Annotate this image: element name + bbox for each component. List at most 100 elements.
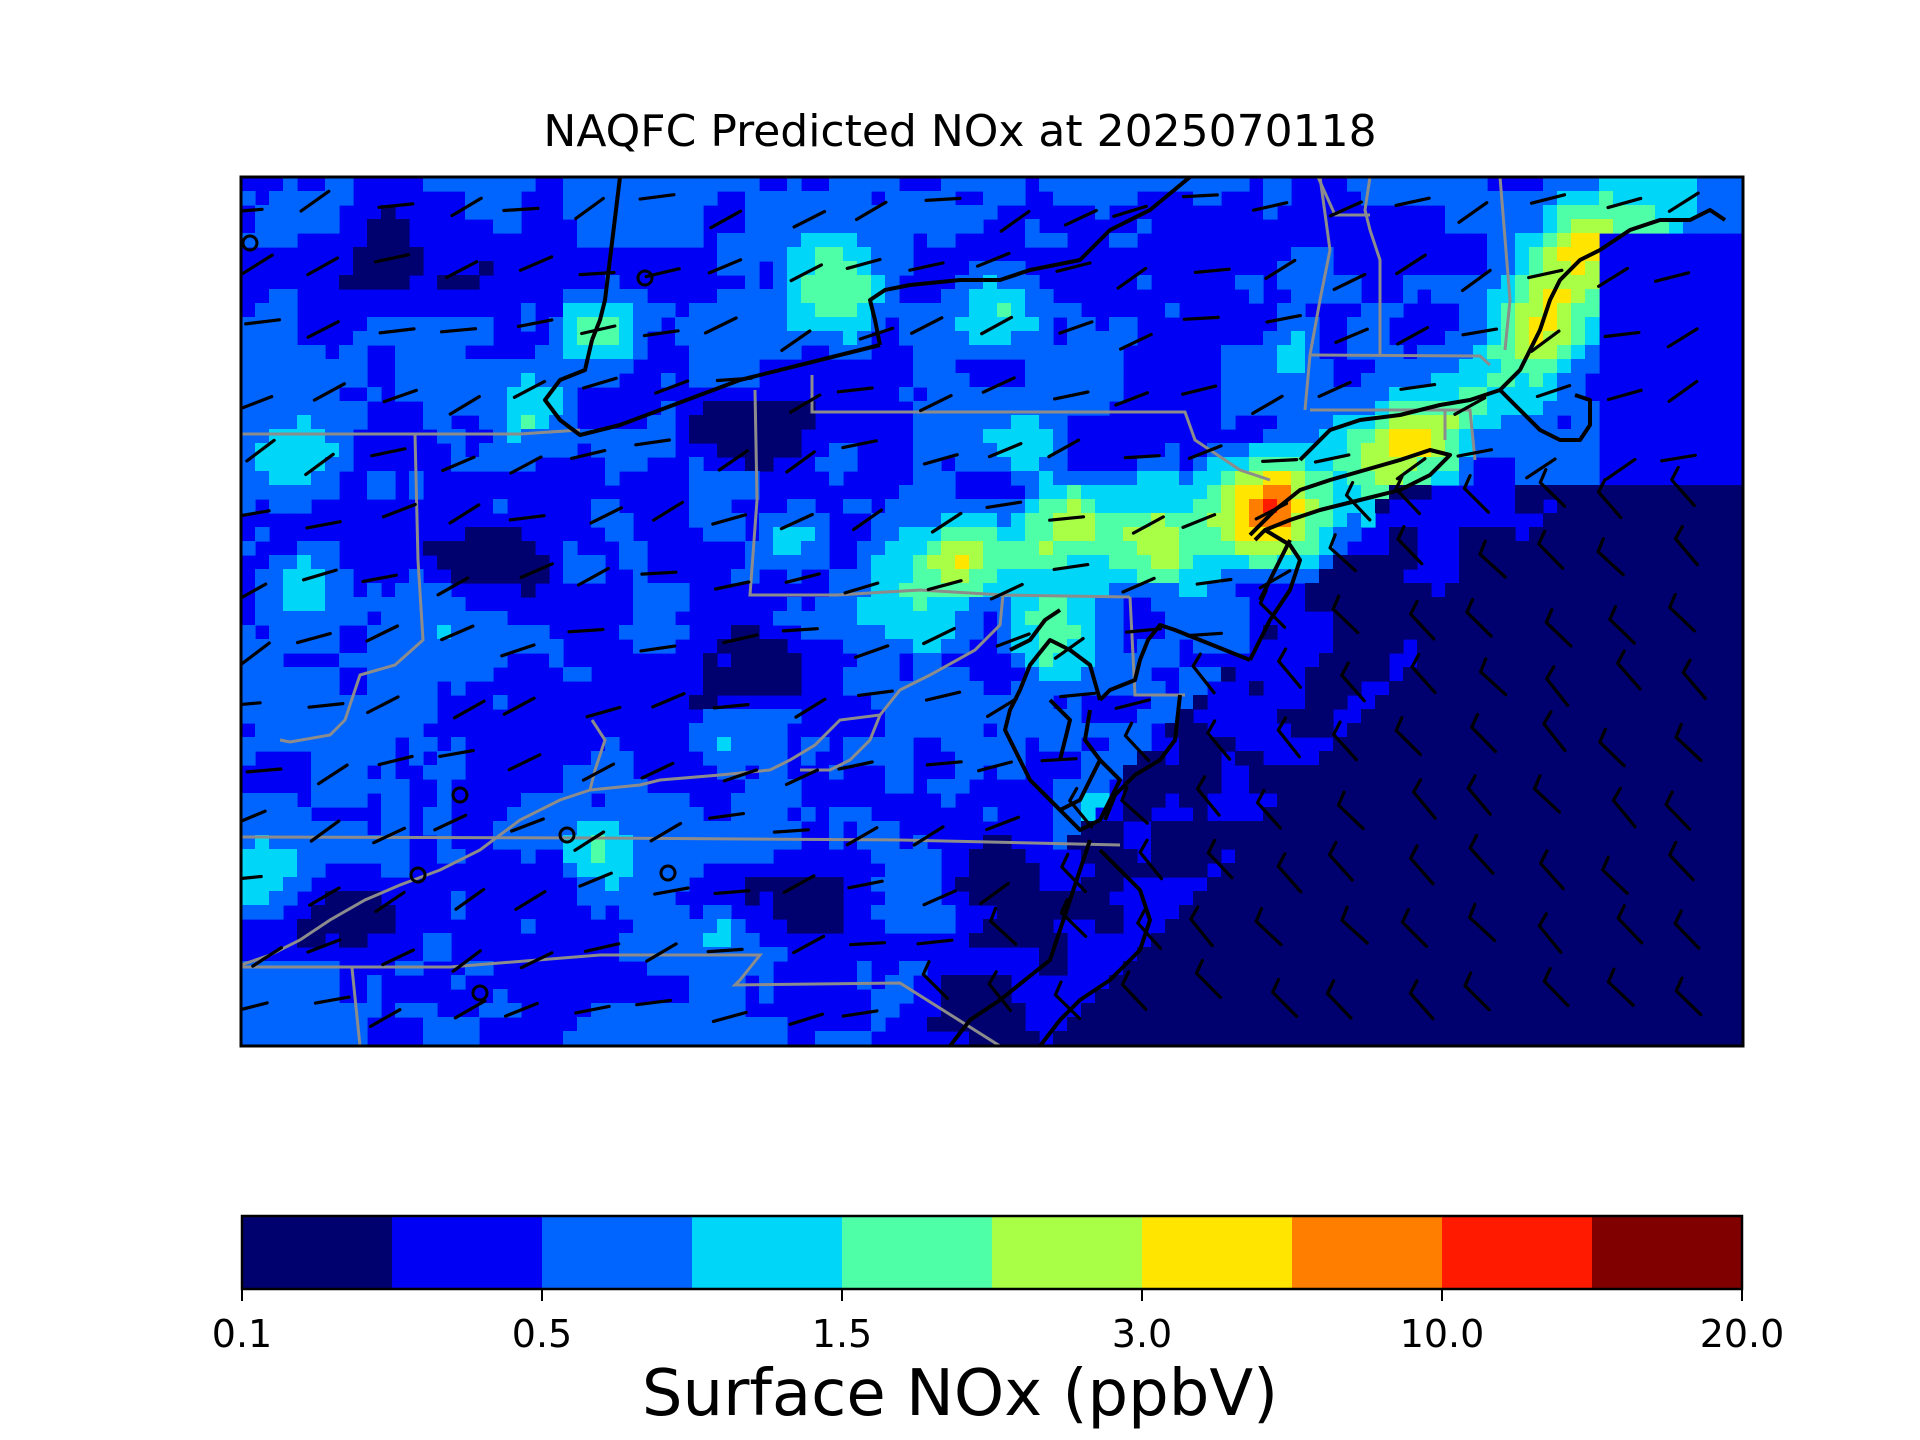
nox-cell xyxy=(255,233,270,248)
nox-cell xyxy=(1347,289,1362,304)
nox-cell xyxy=(1487,359,1502,374)
nox-cell xyxy=(745,261,760,276)
nox-cell xyxy=(367,219,382,234)
nox-cell xyxy=(941,331,956,346)
nox-cell xyxy=(1585,317,1600,332)
nox-cell xyxy=(1557,303,1572,318)
nox-cell xyxy=(801,247,816,262)
nox-cell xyxy=(801,191,816,206)
nox-cell xyxy=(1529,303,1544,318)
nox-cell xyxy=(1403,275,1418,290)
nox-cell xyxy=(787,317,802,332)
nox-cell xyxy=(1039,303,1054,318)
nox-cell xyxy=(1249,275,1264,290)
nox-cell xyxy=(1417,275,1432,290)
nox-cell xyxy=(1263,191,1278,206)
nox-cell xyxy=(997,345,1012,360)
nox-cell xyxy=(675,191,690,206)
nox-cell xyxy=(339,345,354,360)
nox-cell xyxy=(703,345,718,360)
nox-cell xyxy=(1487,317,1502,332)
nox-cell xyxy=(1487,275,1502,290)
nox-cell xyxy=(1025,359,1040,374)
nox-cell xyxy=(311,359,326,374)
nox-cell xyxy=(1571,219,1586,234)
nox-cell xyxy=(983,345,998,360)
nox-cell xyxy=(563,303,578,318)
nox-cell xyxy=(633,177,648,192)
nox-cell xyxy=(1571,289,1586,304)
nox-cell xyxy=(353,275,368,290)
colorbar-tick-label: 20.0 xyxy=(1700,1312,1785,1356)
nox-cell xyxy=(731,331,746,346)
nox-cell xyxy=(675,205,690,220)
nox-cell xyxy=(913,345,928,360)
nox-cell xyxy=(899,191,914,206)
nox-cell xyxy=(815,247,830,262)
nox-cell xyxy=(437,359,452,374)
nox-cell xyxy=(1123,177,1138,192)
nox-cell xyxy=(759,247,774,262)
nox-cell xyxy=(395,317,410,332)
nox-cell xyxy=(409,331,424,346)
nox-cell xyxy=(969,219,984,234)
nox-cell xyxy=(1235,275,1250,290)
nox-cell xyxy=(745,289,760,304)
nox-cell xyxy=(1543,233,1558,248)
nox-cell xyxy=(1725,219,1740,234)
nox-cell xyxy=(255,345,270,360)
nox-cell xyxy=(1039,331,1054,346)
nox-cell xyxy=(1473,303,1488,318)
nox-cell xyxy=(1655,177,1670,192)
nox-cell xyxy=(367,275,382,290)
nox-cell xyxy=(283,317,298,332)
nox-cell xyxy=(1487,303,1502,318)
nox-cell xyxy=(325,177,340,192)
nox-cell xyxy=(871,233,886,248)
nox-cell xyxy=(269,191,284,206)
nox-cell xyxy=(1529,233,1544,248)
nox-cell xyxy=(311,205,326,220)
nox-cell xyxy=(395,359,410,374)
colorbar-tick-label: 3.0 xyxy=(1112,1312,1172,1356)
nox-cell xyxy=(535,345,550,360)
nox-cell xyxy=(1277,331,1292,346)
nox-cell xyxy=(1697,191,1712,206)
nox-cell xyxy=(1137,219,1152,234)
nox-cell xyxy=(927,219,942,234)
nox-cell xyxy=(1165,303,1180,318)
nox-cell xyxy=(955,289,970,304)
nox-cell xyxy=(913,303,928,318)
nox-cell xyxy=(353,345,368,360)
nox-cell xyxy=(465,205,480,220)
nox-cell xyxy=(1053,233,1068,248)
nox-cell xyxy=(955,177,970,192)
nox-cell xyxy=(1025,289,1040,304)
nox-cell xyxy=(1697,177,1712,192)
nox-cell xyxy=(1571,275,1586,290)
nox-cell xyxy=(1585,303,1600,318)
nox-cell xyxy=(703,177,718,192)
nox-cell xyxy=(591,191,606,206)
nox-cell xyxy=(619,205,634,220)
nox-cell xyxy=(1109,233,1124,248)
nox-cell xyxy=(451,275,466,290)
nox-cell xyxy=(563,345,578,360)
nox-cell xyxy=(1739,205,1743,220)
nox-cell xyxy=(1585,289,1600,304)
nox-cell xyxy=(535,359,550,374)
nox-cell xyxy=(899,317,914,332)
nox-cell xyxy=(633,205,648,220)
nox-cell xyxy=(283,345,298,360)
nox-cell xyxy=(1487,219,1502,234)
nox-cell xyxy=(787,331,802,346)
nox-cell xyxy=(1389,191,1404,206)
nox-cell xyxy=(269,345,284,360)
nox-cell xyxy=(381,219,396,234)
nox-cell xyxy=(1445,359,1460,374)
nox-cell xyxy=(1123,317,1138,332)
nox-cell xyxy=(521,359,536,374)
nox-cell xyxy=(381,275,396,290)
nox-cell xyxy=(1487,345,1502,360)
nox-cell xyxy=(591,219,606,234)
